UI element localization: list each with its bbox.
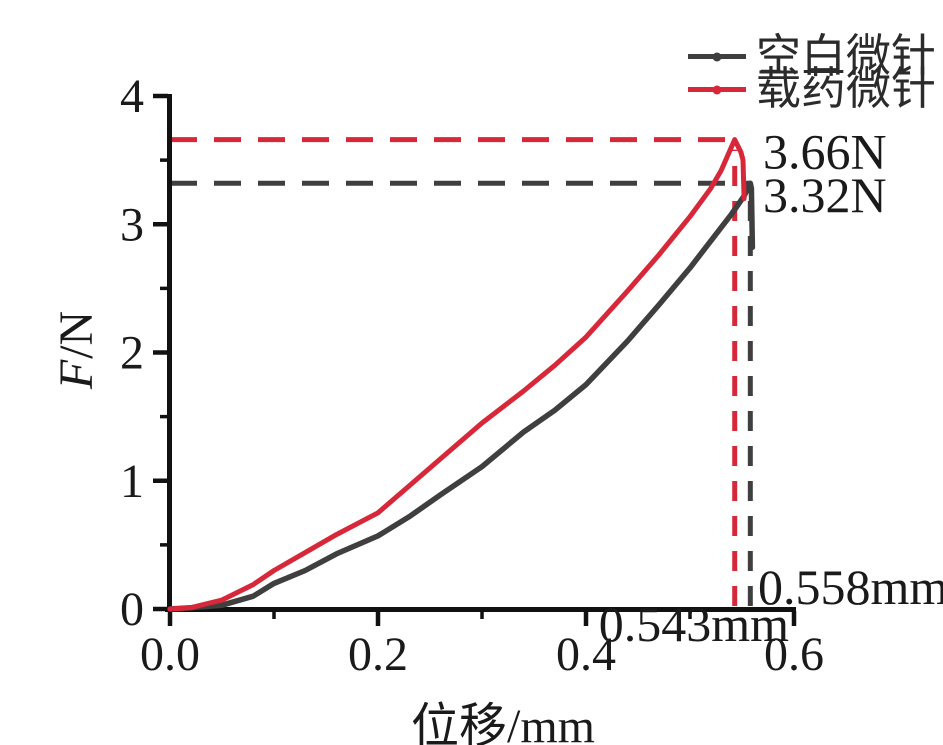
legend-item-blank-microneedle: 空白微针 [688,31,937,81]
legend-marker-drug [712,85,722,94]
blank-microneedle-peak-displacement-label: 0.558mm [758,559,943,615]
legend-marker-blank [712,52,722,61]
drug-loaded-microneedle-peak-force-label: 3.66N [763,124,887,180]
x-axis-title: 位移/mm [410,700,595,745]
y-axis-title: F/N [49,280,103,420]
legend: 空白微针 载药微针 [688,31,937,114]
series-line-drug-loaded-microneedle [167,137,747,612]
x-tick-label: 0.4 [556,628,616,681]
y-tick-label: 4 [120,70,144,123]
legend-label-blank: 空白微针 [756,31,937,81]
legend-line-drug [688,85,746,94]
legend-line-blank [688,52,746,61]
y-tick-label: 2 [120,327,144,380]
blank-microneedle-peak-force-label: 3.32N [763,167,887,223]
y-axis-title-symbol: F [49,359,103,390]
legend-item-drug-microneedle: 载药微针 [688,64,937,114]
series-line-blank-microneedle [167,180,756,612]
drug-loaded-microneedle-peak-displacement-label: 0.543mm [599,596,789,652]
x-tick-label: 0.6 [764,628,824,681]
legend-label-drug: 载药微针 [756,64,937,114]
y-tick-label: 3 [120,198,144,251]
y-tick-label: 1 [120,455,144,508]
x-tick-label: 0.2 [348,628,408,681]
y-axis-title-unit: /N [49,310,103,359]
y-tick-label: 0 [120,583,144,636]
x-tick-label: 0.0 [140,628,200,681]
